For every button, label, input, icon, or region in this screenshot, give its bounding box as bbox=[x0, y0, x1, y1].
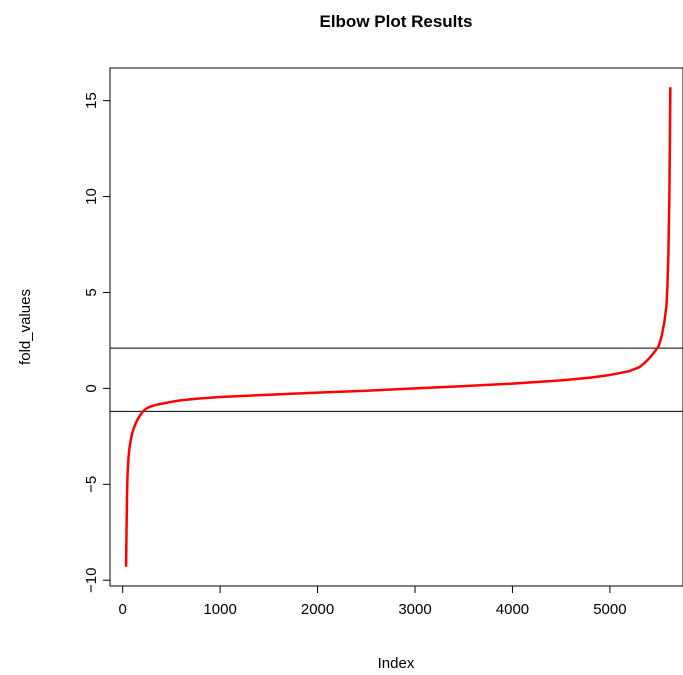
y-tick-label-0: −10 bbox=[83, 568, 100, 593]
y-tick-label-2: 0 bbox=[83, 384, 100, 392]
x-tick-label-3: 3000 bbox=[398, 601, 431, 618]
x-tick-label-4: 4000 bbox=[496, 601, 529, 618]
series-group bbox=[126, 87, 670, 567]
y-tick-label-3: 5 bbox=[83, 288, 100, 296]
series-line-0 bbox=[126, 87, 670, 567]
plot-frame bbox=[110, 68, 683, 586]
y-axis-label: fold_values bbox=[17, 289, 34, 365]
x-axis: 0 1000 2000 3000 4000 5000 bbox=[118, 586, 626, 618]
y-axis: −10 −5 0 5 10 15 bbox=[83, 92, 110, 593]
y-tick-label-4: 10 bbox=[83, 188, 100, 205]
x-tick-label-0: 0 bbox=[118, 601, 126, 618]
threshold-lines bbox=[110, 348, 683, 411]
y-tick-label-1: −5 bbox=[83, 476, 100, 493]
chart-title: Elbow Plot Results bbox=[319, 12, 472, 31]
x-tick-label-5: 5000 bbox=[593, 601, 626, 618]
x-tick-label-2: 2000 bbox=[301, 601, 334, 618]
x-tick-label-1: 1000 bbox=[203, 601, 236, 618]
x-axis-label: Index bbox=[378, 655, 415, 672]
y-tick-label-5: 15 bbox=[83, 92, 100, 109]
